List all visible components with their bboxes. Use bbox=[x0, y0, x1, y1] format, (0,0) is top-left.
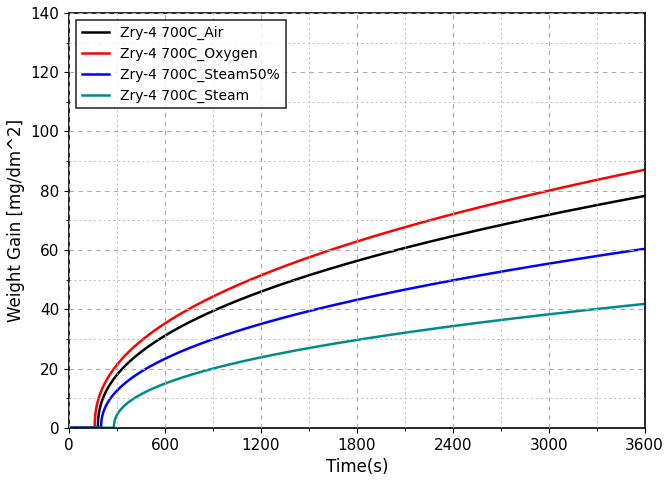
Zry-4 700C_Steam50% bbox=[99, 409, 107, 414]
Zry-4 700C_Steam50% bbox=[641, 246, 649, 252]
Zry-4 700C_Steam bbox=[68, 425, 76, 431]
Zry-4 700C_Oxygen bbox=[65, 425, 73, 431]
Zry-4 700C_Steam bbox=[178, 375, 186, 381]
Zry-4 700C_Oxygen bbox=[346, 241, 354, 246]
Zry-4 700C_Air bbox=[65, 425, 73, 431]
Zry-4 700C_Oxygen bbox=[68, 425, 76, 431]
Zry-4 700C_Steam50% bbox=[346, 298, 354, 304]
Zry-4 700C_Steam bbox=[346, 338, 354, 344]
Zry-4 700C_Oxygen bbox=[610, 173, 618, 179]
Zry-4 700C_Air bbox=[89, 425, 97, 431]
Y-axis label: Weight Gain [mg/dm^2]: Weight Gain [mg/dm^2] bbox=[7, 119, 25, 322]
Zry-4 700C_Steam50% bbox=[610, 251, 618, 256]
Line: Zry-4 700C_Steam50%: Zry-4 700C_Steam50% bbox=[69, 249, 645, 428]
Zry-4 700C_Air bbox=[641, 193, 649, 199]
Zry-4 700C_Air bbox=[346, 260, 354, 266]
Legend: Zry-4 700C_Air, Zry-4 700C_Oxygen, Zry-4 700C_Steam50%, Zry-4 700C_Steam: Zry-4 700C_Air, Zry-4 700C_Oxygen, Zry-4… bbox=[76, 20, 286, 108]
Zry-4 700C_Air bbox=[99, 394, 107, 400]
Zry-4 700C_Oxygen bbox=[99, 383, 107, 389]
Zry-4 700C_Steam bbox=[641, 301, 649, 307]
Zry-4 700C_Air bbox=[68, 425, 76, 431]
Zry-4 700C_Steam50% bbox=[178, 348, 186, 354]
Line: Zry-4 700C_Air: Zry-4 700C_Air bbox=[69, 196, 645, 428]
Zry-4 700C_Air bbox=[178, 323, 186, 329]
X-axis label: Time(s): Time(s) bbox=[325, 458, 388, 476]
Zry-4 700C_Steam bbox=[65, 425, 73, 431]
Zry-4 700C_Steam50% bbox=[65, 425, 73, 431]
Zry-4 700C_Oxygen bbox=[641, 167, 649, 172]
Zry-4 700C_Steam bbox=[89, 425, 97, 431]
Zry-4 700C_Oxygen bbox=[89, 425, 97, 431]
Zry-4 700C_Steam bbox=[610, 304, 618, 310]
Zry-4 700C_Steam50% bbox=[68, 425, 76, 431]
Zry-4 700C_Steam bbox=[99, 425, 107, 431]
Zry-4 700C_Air bbox=[610, 199, 618, 205]
Zry-4 700C_Steam50% bbox=[89, 425, 97, 431]
Zry-4 700C_Oxygen bbox=[178, 310, 186, 316]
Line: Zry-4 700C_Oxygen: Zry-4 700C_Oxygen bbox=[69, 170, 645, 428]
Line: Zry-4 700C_Steam: Zry-4 700C_Steam bbox=[69, 304, 645, 428]
